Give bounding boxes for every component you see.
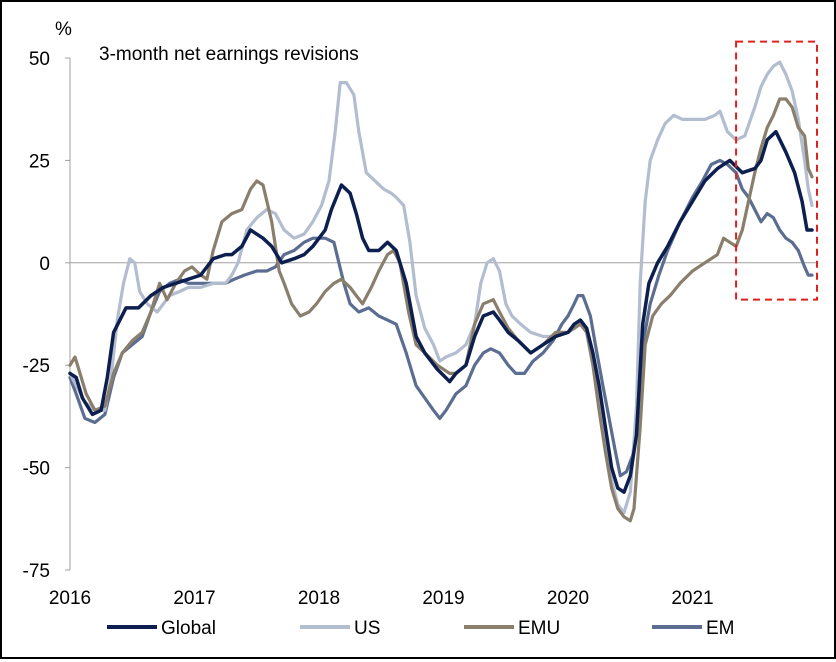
highlight-box	[735, 40, 819, 301]
y-tick-label: 25	[29, 151, 50, 172]
series-lines	[68, 40, 819, 523]
legend-label-em: EM	[706, 618, 735, 639]
series-line-global	[68, 129, 814, 494]
x-tick-label: 2016	[49, 588, 91, 609]
y-tick-label: 0	[39, 254, 50, 275]
legend-label-global: Global	[161, 618, 216, 639]
axes: 50 25 0 -25 -50 -75 2016 2017 2018 2019 2020 2021	[23, 49, 817, 609]
x-tick-label: 2021	[671, 588, 713, 609]
chart-title: 3-month net earnings revisions	[99, 44, 359, 65]
x-tick-label: 2018	[298, 588, 340, 609]
y-tick-label: -50	[23, 459, 50, 480]
series-line-em	[68, 158, 814, 478]
x-tick-label: 2020	[547, 588, 589, 609]
legend-label-emu: EMU	[518, 618, 560, 639]
x-tick-label: 2017	[173, 588, 215, 609]
x-tick-label: 2019	[422, 588, 464, 609]
series-line-emu	[68, 97, 814, 523]
legend: Global US EMU EM	[107, 618, 735, 639]
y-axis-unit-label: %	[55, 19, 72, 40]
legend-label-us: US	[354, 618, 380, 639]
y-tick-label: 50	[29, 49, 50, 70]
y-tick-label: -25	[23, 356, 50, 377]
y-tick-label: -75	[23, 561, 50, 582]
series-line-us	[68, 60, 814, 515]
